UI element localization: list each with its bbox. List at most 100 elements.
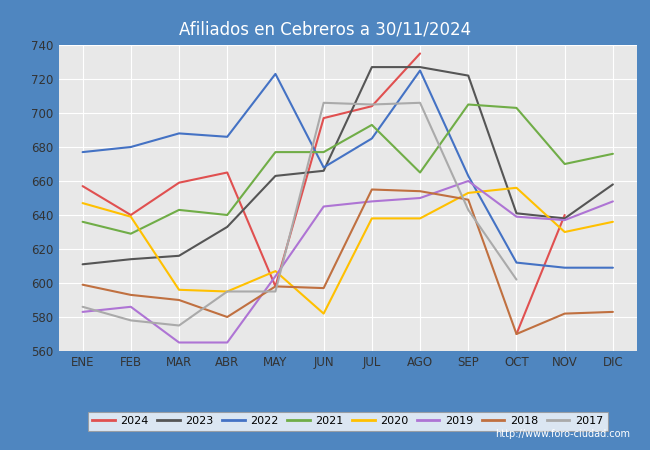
2020 (513, 185, 521, 190)
2021 (79, 219, 86, 225)
2022 (175, 130, 183, 136)
2017 (79, 304, 86, 310)
2022 (609, 265, 617, 270)
2019 (224, 340, 231, 345)
2024 (224, 170, 231, 175)
2019 (79, 309, 86, 315)
2018 (561, 311, 569, 316)
Line: 2019: 2019 (83, 181, 613, 342)
2017 (272, 289, 280, 294)
2018 (368, 187, 376, 192)
2018 (416, 189, 424, 194)
2021 (127, 231, 135, 236)
2019 (513, 214, 521, 220)
2022 (224, 134, 231, 140)
2022 (368, 136, 376, 141)
2020 (561, 230, 569, 235)
2023 (609, 182, 617, 187)
2023 (127, 256, 135, 262)
2021 (513, 105, 521, 111)
2023 (320, 168, 328, 174)
2019 (416, 195, 424, 201)
2023 (79, 261, 86, 267)
2020 (224, 289, 231, 294)
2021 (175, 207, 183, 212)
2018 (609, 309, 617, 315)
2024 (272, 284, 280, 289)
2021 (416, 170, 424, 175)
2022 (127, 144, 135, 150)
2018 (272, 284, 280, 289)
Text: Afiliados en Cebreros a 30/11/2024: Afiliados en Cebreros a 30/11/2024 (179, 20, 471, 38)
2017 (224, 289, 231, 294)
Text: http://www.foro-ciudad.com: http://www.foro-ciudad.com (495, 429, 630, 439)
2018 (79, 282, 86, 288)
Line: 2020: 2020 (83, 188, 613, 314)
2022 (320, 165, 328, 170)
2020 (175, 287, 183, 292)
2019 (272, 274, 280, 279)
2022 (79, 149, 86, 155)
2023 (513, 211, 521, 216)
2020 (320, 311, 328, 316)
2020 (79, 200, 86, 206)
2022 (513, 260, 521, 265)
2017 (368, 102, 376, 107)
2021 (464, 102, 472, 107)
2022 (561, 265, 569, 270)
2019 (127, 304, 135, 310)
2018 (464, 197, 472, 202)
2024 (79, 184, 86, 189)
2022 (272, 71, 280, 76)
2020 (127, 214, 135, 220)
2017 (127, 318, 135, 323)
2021 (272, 149, 280, 155)
2023 (175, 253, 183, 258)
2024 (320, 115, 328, 121)
Line: 2021: 2021 (83, 104, 613, 234)
2021 (609, 151, 617, 157)
2018 (513, 331, 521, 337)
2021 (224, 212, 231, 218)
2020 (368, 216, 376, 221)
2017 (320, 100, 328, 105)
2019 (464, 178, 472, 184)
2018 (320, 285, 328, 291)
2020 (464, 190, 472, 196)
2019 (175, 340, 183, 345)
2017 (513, 277, 521, 282)
2023 (368, 64, 376, 70)
2024 (175, 180, 183, 185)
2018 (224, 314, 231, 319)
2019 (368, 199, 376, 204)
2019 (561, 217, 569, 223)
Line: 2018: 2018 (83, 189, 613, 334)
2018 (127, 292, 135, 297)
2018 (175, 297, 183, 303)
2023 (224, 224, 231, 230)
2021 (368, 122, 376, 128)
2019 (609, 199, 617, 204)
2021 (320, 149, 328, 155)
2024 (368, 104, 376, 109)
2019 (320, 204, 328, 209)
2017 (416, 100, 424, 105)
2017 (175, 323, 183, 328)
Line: 2017: 2017 (83, 103, 517, 325)
Legend: 2024, 2023, 2022, 2021, 2020, 2019, 2018, 2017: 2024, 2023, 2022, 2021, 2020, 2019, 2018… (88, 412, 608, 431)
Line: 2023: 2023 (83, 67, 613, 264)
2020 (416, 216, 424, 221)
2023 (416, 64, 424, 70)
2022 (416, 68, 424, 73)
2023 (561, 216, 569, 221)
2020 (609, 219, 617, 225)
2024 (127, 212, 135, 218)
2023 (464, 73, 472, 78)
2020 (272, 268, 280, 274)
2023 (272, 173, 280, 179)
Line: 2022: 2022 (83, 71, 613, 268)
2022 (464, 173, 472, 179)
2017 (464, 207, 472, 212)
Line: 2024: 2024 (83, 54, 420, 286)
2024 (416, 51, 424, 56)
